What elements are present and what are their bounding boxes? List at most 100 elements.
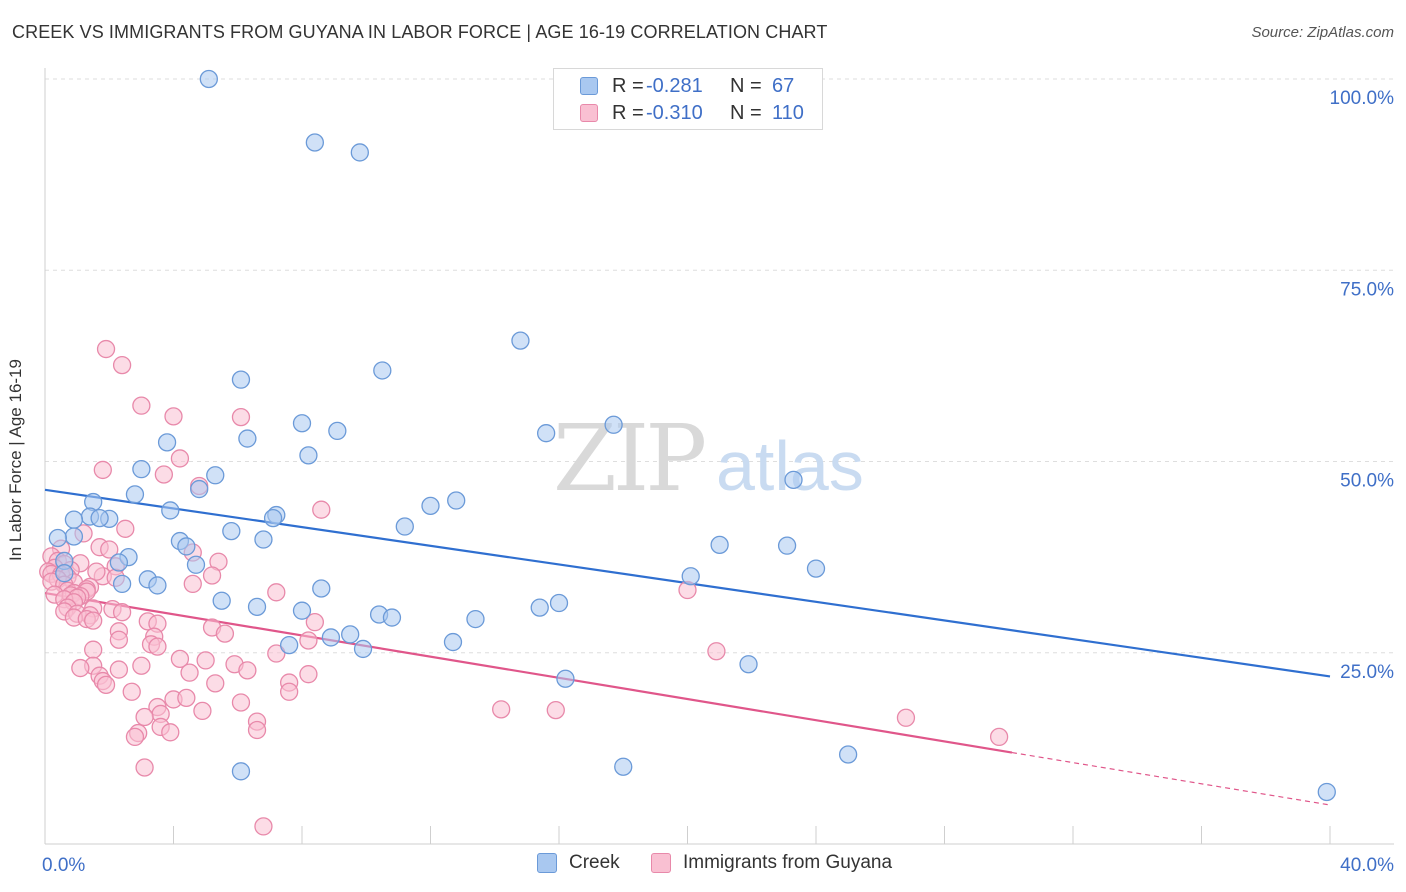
point-creek <box>177 537 196 556</box>
point-creek <box>530 598 549 617</box>
point-guyana <box>896 708 916 727</box>
point-creek <box>132 459 151 479</box>
point-guyana <box>135 758 154 777</box>
trend-line-dashed-1 <box>1011 751 1331 806</box>
point-guyana <box>84 640 103 659</box>
point-creek <box>206 466 225 485</box>
y-tick-label: 50.0% <box>1340 471 1394 492</box>
point-guyana <box>267 644 286 663</box>
point-creek <box>125 485 145 504</box>
point-creek <box>739 655 758 674</box>
point-guyana <box>267 583 286 602</box>
point-creek <box>190 479 209 499</box>
point-creek <box>299 446 318 465</box>
point-creek <box>148 576 167 595</box>
point-guyana <box>231 407 251 427</box>
point-creek <box>161 501 180 520</box>
point-creek <box>421 496 440 516</box>
point-creek <box>443 632 463 652</box>
point-guyana <box>180 663 199 682</box>
point-creek <box>328 421 347 441</box>
point-guyana <box>312 500 331 519</box>
point-guyana <box>122 682 141 701</box>
point-guyana <box>206 674 225 693</box>
point-creek <box>382 608 402 627</box>
point-creek <box>48 528 67 548</box>
point-guyana <box>546 700 565 720</box>
y-tick-labels: 25.0% 50.0% 75.0% 100.0% <box>1330 88 1395 683</box>
chart-title: CREEK VS IMMIGRANTS FROM GUYANA IN LABOR… <box>12 22 828 42</box>
point-guyana <box>125 727 145 747</box>
point-creek <box>604 415 623 434</box>
point-creek <box>681 567 700 586</box>
watermark-zip: ZIP <box>553 405 704 512</box>
point-creek <box>710 535 729 555</box>
point-guyana <box>202 566 222 585</box>
point-creek <box>806 559 826 578</box>
data-points <box>39 69 1336 836</box>
point-guyana <box>96 339 116 359</box>
point-guyana <box>177 688 196 708</box>
point-guyana <box>164 407 183 426</box>
point-guyana <box>247 720 267 740</box>
point-creek <box>350 143 369 162</box>
point-guyana <box>299 631 318 650</box>
point-guyana <box>93 460 112 480</box>
point-guyana <box>109 630 129 649</box>
point-guyana <box>132 656 151 675</box>
point-guyana <box>299 665 318 684</box>
point-creek <box>292 414 312 433</box>
point-creek <box>537 424 556 443</box>
point-creek <box>212 591 231 610</box>
point-creek <box>1317 782 1336 802</box>
trend-line-1 <box>44 591 1013 754</box>
x-tick-label-max: 40.0% <box>1340 855 1394 876</box>
point-guyana <box>707 642 726 661</box>
legend-swatch-creek <box>537 853 557 873</box>
legend-label: Creek <box>569 852 620 873</box>
point-creek <box>305 133 325 152</box>
point-guyana <box>148 637 167 656</box>
point-guyana <box>196 651 215 670</box>
point-creek <box>614 757 633 776</box>
watermark-atlas: atlas <box>716 427 864 505</box>
point-creek <box>222 521 241 541</box>
point-creek <box>341 625 360 644</box>
point-creek <box>549 593 569 613</box>
point-guyana <box>215 624 235 643</box>
point-guyana <box>135 707 154 727</box>
y-tick-label: 100.0% <box>1330 88 1395 109</box>
source-credit: Source: ZipAtlas.com <box>1251 24 1394 41</box>
point-guyana <box>109 660 129 679</box>
y-axis-label: In Labor Force | Age 16-19 <box>6 359 25 561</box>
point-creek <box>838 745 858 764</box>
n-value: 110 <box>772 102 804 124</box>
point-creek <box>279 635 299 655</box>
point-guyana <box>254 817 273 836</box>
point-creek <box>90 508 109 528</box>
point-guyana <box>183 574 202 594</box>
point-creek <box>112 574 132 594</box>
n-label: N = <box>730 102 762 124</box>
point-creek <box>511 331 530 350</box>
point-creek <box>292 601 312 620</box>
y-tick-label: 75.0% <box>1340 279 1394 300</box>
point-creek <box>231 762 251 781</box>
point-guyana <box>132 396 151 415</box>
point-guyana <box>238 661 257 680</box>
r-label: R = <box>612 102 644 124</box>
watermark: ZIP atlas <box>553 405 864 512</box>
point-creek <box>247 597 267 616</box>
stats-legend: R = -0.281 N = 67 R = -0.310 N = 110 <box>553 68 823 130</box>
point-guyana <box>100 540 119 559</box>
point-creek <box>64 510 84 529</box>
point-guyana <box>989 727 1009 747</box>
point-guyana <box>305 613 325 632</box>
grid-lines <box>45 78 1394 654</box>
point-guyana <box>71 658 90 678</box>
legend-swatch-creek <box>580 77 598 95</box>
n-label: N = <box>730 75 762 97</box>
point-creek <box>109 553 129 572</box>
point-creek <box>447 491 466 510</box>
point-creek <box>157 433 177 452</box>
